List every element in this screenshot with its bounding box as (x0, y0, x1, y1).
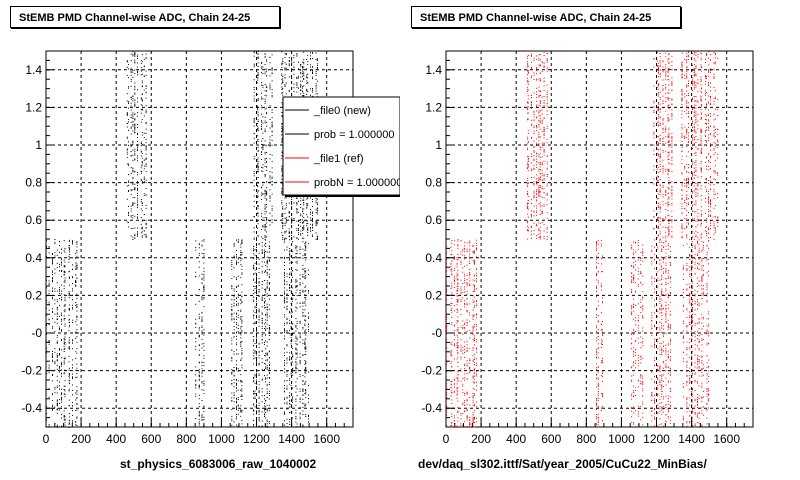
band-4 (653, 51, 673, 240)
y-tick-label: -0.2 (21, 364, 42, 378)
x-tick-label: 0 (43, 432, 50, 446)
x-tick-label: 200 (71, 432, 91, 446)
x-tick-label: 600 (141, 432, 161, 446)
pad1-title: StEMB PMD Channel-wise ADC, Chain 24-25 (10, 6, 280, 28)
band-3 (631, 240, 644, 426)
y-tick-label: 0.6 (25, 213, 42, 227)
y-tick-label: 1.2 (425, 100, 442, 114)
data-points (446, 51, 719, 428)
band-2 (195, 239, 205, 427)
band-5 (253, 239, 270, 428)
x-tick-label: 0 (443, 432, 450, 446)
y-tick-label: -0.2 (421, 364, 442, 378)
y-tick-label: 1.2 (25, 100, 42, 114)
x-tick-label: 800 (576, 432, 596, 446)
x-tick-label: 1200 (243, 432, 270, 446)
x-tick-label: 200 (471, 432, 491, 446)
y-tick-label: 0.8 (25, 176, 42, 190)
band-6 (681, 51, 719, 240)
x-tick-label: 400 (506, 432, 526, 446)
y-tick-label: -0.4 (21, 401, 42, 415)
x-tick-label: 1400 (278, 432, 305, 446)
legend-entry-3: probN = 1.000000 (314, 177, 400, 189)
pad1-footer: st_physics_6083006_raw_1040002 (120, 457, 317, 471)
y-tick-label: 0.2 (25, 288, 42, 302)
y-tick-label: 1.4 (425, 63, 442, 77)
x-tick-label: 1000 (208, 432, 235, 446)
x-tick-label: 1000 (608, 432, 635, 446)
y-tick-label: 1 (35, 138, 42, 152)
x-tick-label: 1400 (678, 432, 705, 446)
x-tick-label: 600 (541, 432, 561, 446)
legend-entry-0: _file0 (new) (313, 105, 371, 117)
y-tick-label: 0.6 (425, 213, 442, 227)
y-tick-label: 1.4 (25, 63, 42, 77)
x-tick-label: 1600 (713, 432, 740, 446)
y-tick-label: 0.2 (425, 288, 442, 302)
band-4 (253, 51, 273, 240)
pad2-title: StEMB PMD Channel-wise ADC, Chain 24-25 (411, 6, 681, 28)
band-0 (46, 239, 78, 428)
y-tick-label: -0 (31, 326, 42, 340)
x-tick-label: 800 (176, 432, 196, 446)
legend-entry-2: _file1 (ref) (313, 153, 364, 165)
axes: 0 200 400 600 800 1000 1200 1400 1600 -0.4 -0.2 -0 0… (421, 50, 754, 446)
band-7 (682, 239, 710, 427)
pad2-footer: dev/daq_sl302.ittf/Sat/year_2005/CuCu22_… (418, 457, 707, 471)
band-2 (596, 239, 603, 426)
y-tick-label: 1 (435, 138, 442, 152)
y-tick-label: 0.4 (25, 251, 42, 265)
grid (446, 51, 753, 427)
band-1 (126, 51, 147, 240)
band-1 (527, 52, 548, 240)
x-tick-label: 1600 (313, 432, 340, 446)
plot-frame (445, 50, 754, 428)
pad2-scatter-plot: 0 200 400 600 800 1000 1200 1400 1600 -0.4 -0.2 -0 0… (421, 50, 754, 446)
x-tick-label: 400 (106, 432, 126, 446)
axes: 0 200 400 600 800 1000 1200 1400 1600 -0.4 -0.2 -0 0… (21, 50, 354, 446)
pad1-scatter-plot: 0 200 400 600 800 1000 1200 1400 1600 -0.4 -0.2 -0 0… (21, 50, 400, 446)
y-tick-label: -0.4 (421, 401, 442, 415)
band-5 (651, 239, 671, 428)
x-tick-label: 1200 (643, 432, 670, 446)
series-0 (446, 51, 719, 428)
legend-box (282, 96, 400, 196)
band-3 (231, 239, 243, 427)
y-tick-label: 0.8 (425, 176, 442, 190)
legend: _file0 (new) prob = 1.000000 _file1 (ref) p… (282, 96, 400, 197)
y-tick-label: 0.4 (425, 251, 442, 265)
legend-entry-1: prob = 1.000000 (314, 129, 394, 141)
y-tick-label: -0 (431, 326, 442, 340)
